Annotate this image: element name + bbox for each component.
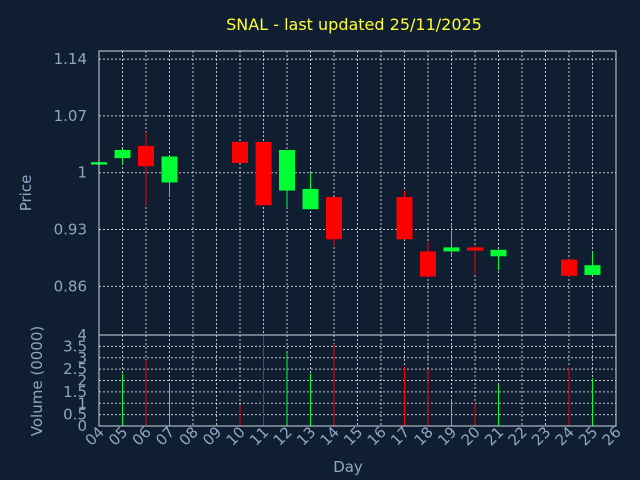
- candle-13: [302, 172, 319, 210]
- candle-25: [584, 252, 601, 275]
- candle-11: [255, 141, 272, 206]
- candle-body: [584, 265, 601, 275]
- x-axis: 0405060708091011121314151617181920212223…: [82, 423, 625, 449]
- candle-12: [279, 149, 295, 207]
- x-axis-title: Day: [333, 458, 363, 476]
- price-panel: 1.14 1.07 1 0.93 0.86 Price: [17, 50, 617, 336]
- price-tick-label: 1.07: [54, 107, 87, 125]
- volume-tick-label: 2.5: [63, 360, 87, 378]
- candle-20: [467, 245, 483, 275]
- candle-21: [490, 249, 507, 271]
- volume-tick-label: 1: [77, 394, 87, 412]
- price-axis-title: Price: [17, 175, 35, 212]
- candle-body: [302, 188, 319, 210]
- candle-body: [420, 251, 436, 277]
- candle-body: [279, 149, 295, 191]
- volume-tick-label: 3.5: [63, 337, 87, 355]
- volume-axis-title: Volume (0000): [28, 326, 46, 436]
- volume-panel-frame: [98, 334, 617, 427]
- candle-19: [443, 225, 460, 257]
- candle-body: [138, 145, 154, 167]
- candle-body: [255, 141, 272, 206]
- volume-tick-label: 4: [77, 326, 87, 344]
- candle-body: [443, 247, 460, 252]
- candle-body: [467, 247, 483, 251]
- chart-title: SNAL - last updated 25/11/2025: [226, 15, 482, 34]
- volume-tick-label: 3: [77, 349, 87, 367]
- price-tick-label: 0.93: [54, 221, 87, 239]
- candle-body: [490, 249, 507, 257]
- candle-18: [420, 241, 436, 277]
- volume-tick-label: 0.5: [63, 406, 87, 424]
- candle-body: [326, 197, 342, 240]
- candle-05: [114, 148, 131, 165]
- candle-07: [161, 156, 178, 198]
- volume-tick-label: 0: [77, 417, 87, 435]
- candle-body: [114, 149, 131, 159]
- candle-body: [396, 197, 413, 240]
- volume-tick-label: 1.5: [63, 383, 87, 401]
- price-tick-label: 0.86: [54, 277, 87, 295]
- price-tick-label: 1.14: [54, 50, 87, 68]
- volume-panel: 43.532.521.510.50 Volume (0000): [28, 326, 617, 436]
- candle-10: [232, 141, 248, 163]
- candle-17: [396, 190, 413, 240]
- price-tick-label: 1: [77, 164, 87, 182]
- candle-body: [561, 259, 577, 276]
- candle-24: [561, 259, 577, 277]
- candle-body: [161, 156, 178, 183]
- candle-body: [232, 141, 248, 163]
- candle-14: [326, 197, 342, 246]
- volume-tick-label: 2: [77, 372, 87, 390]
- candle-06: [138, 132, 154, 206]
